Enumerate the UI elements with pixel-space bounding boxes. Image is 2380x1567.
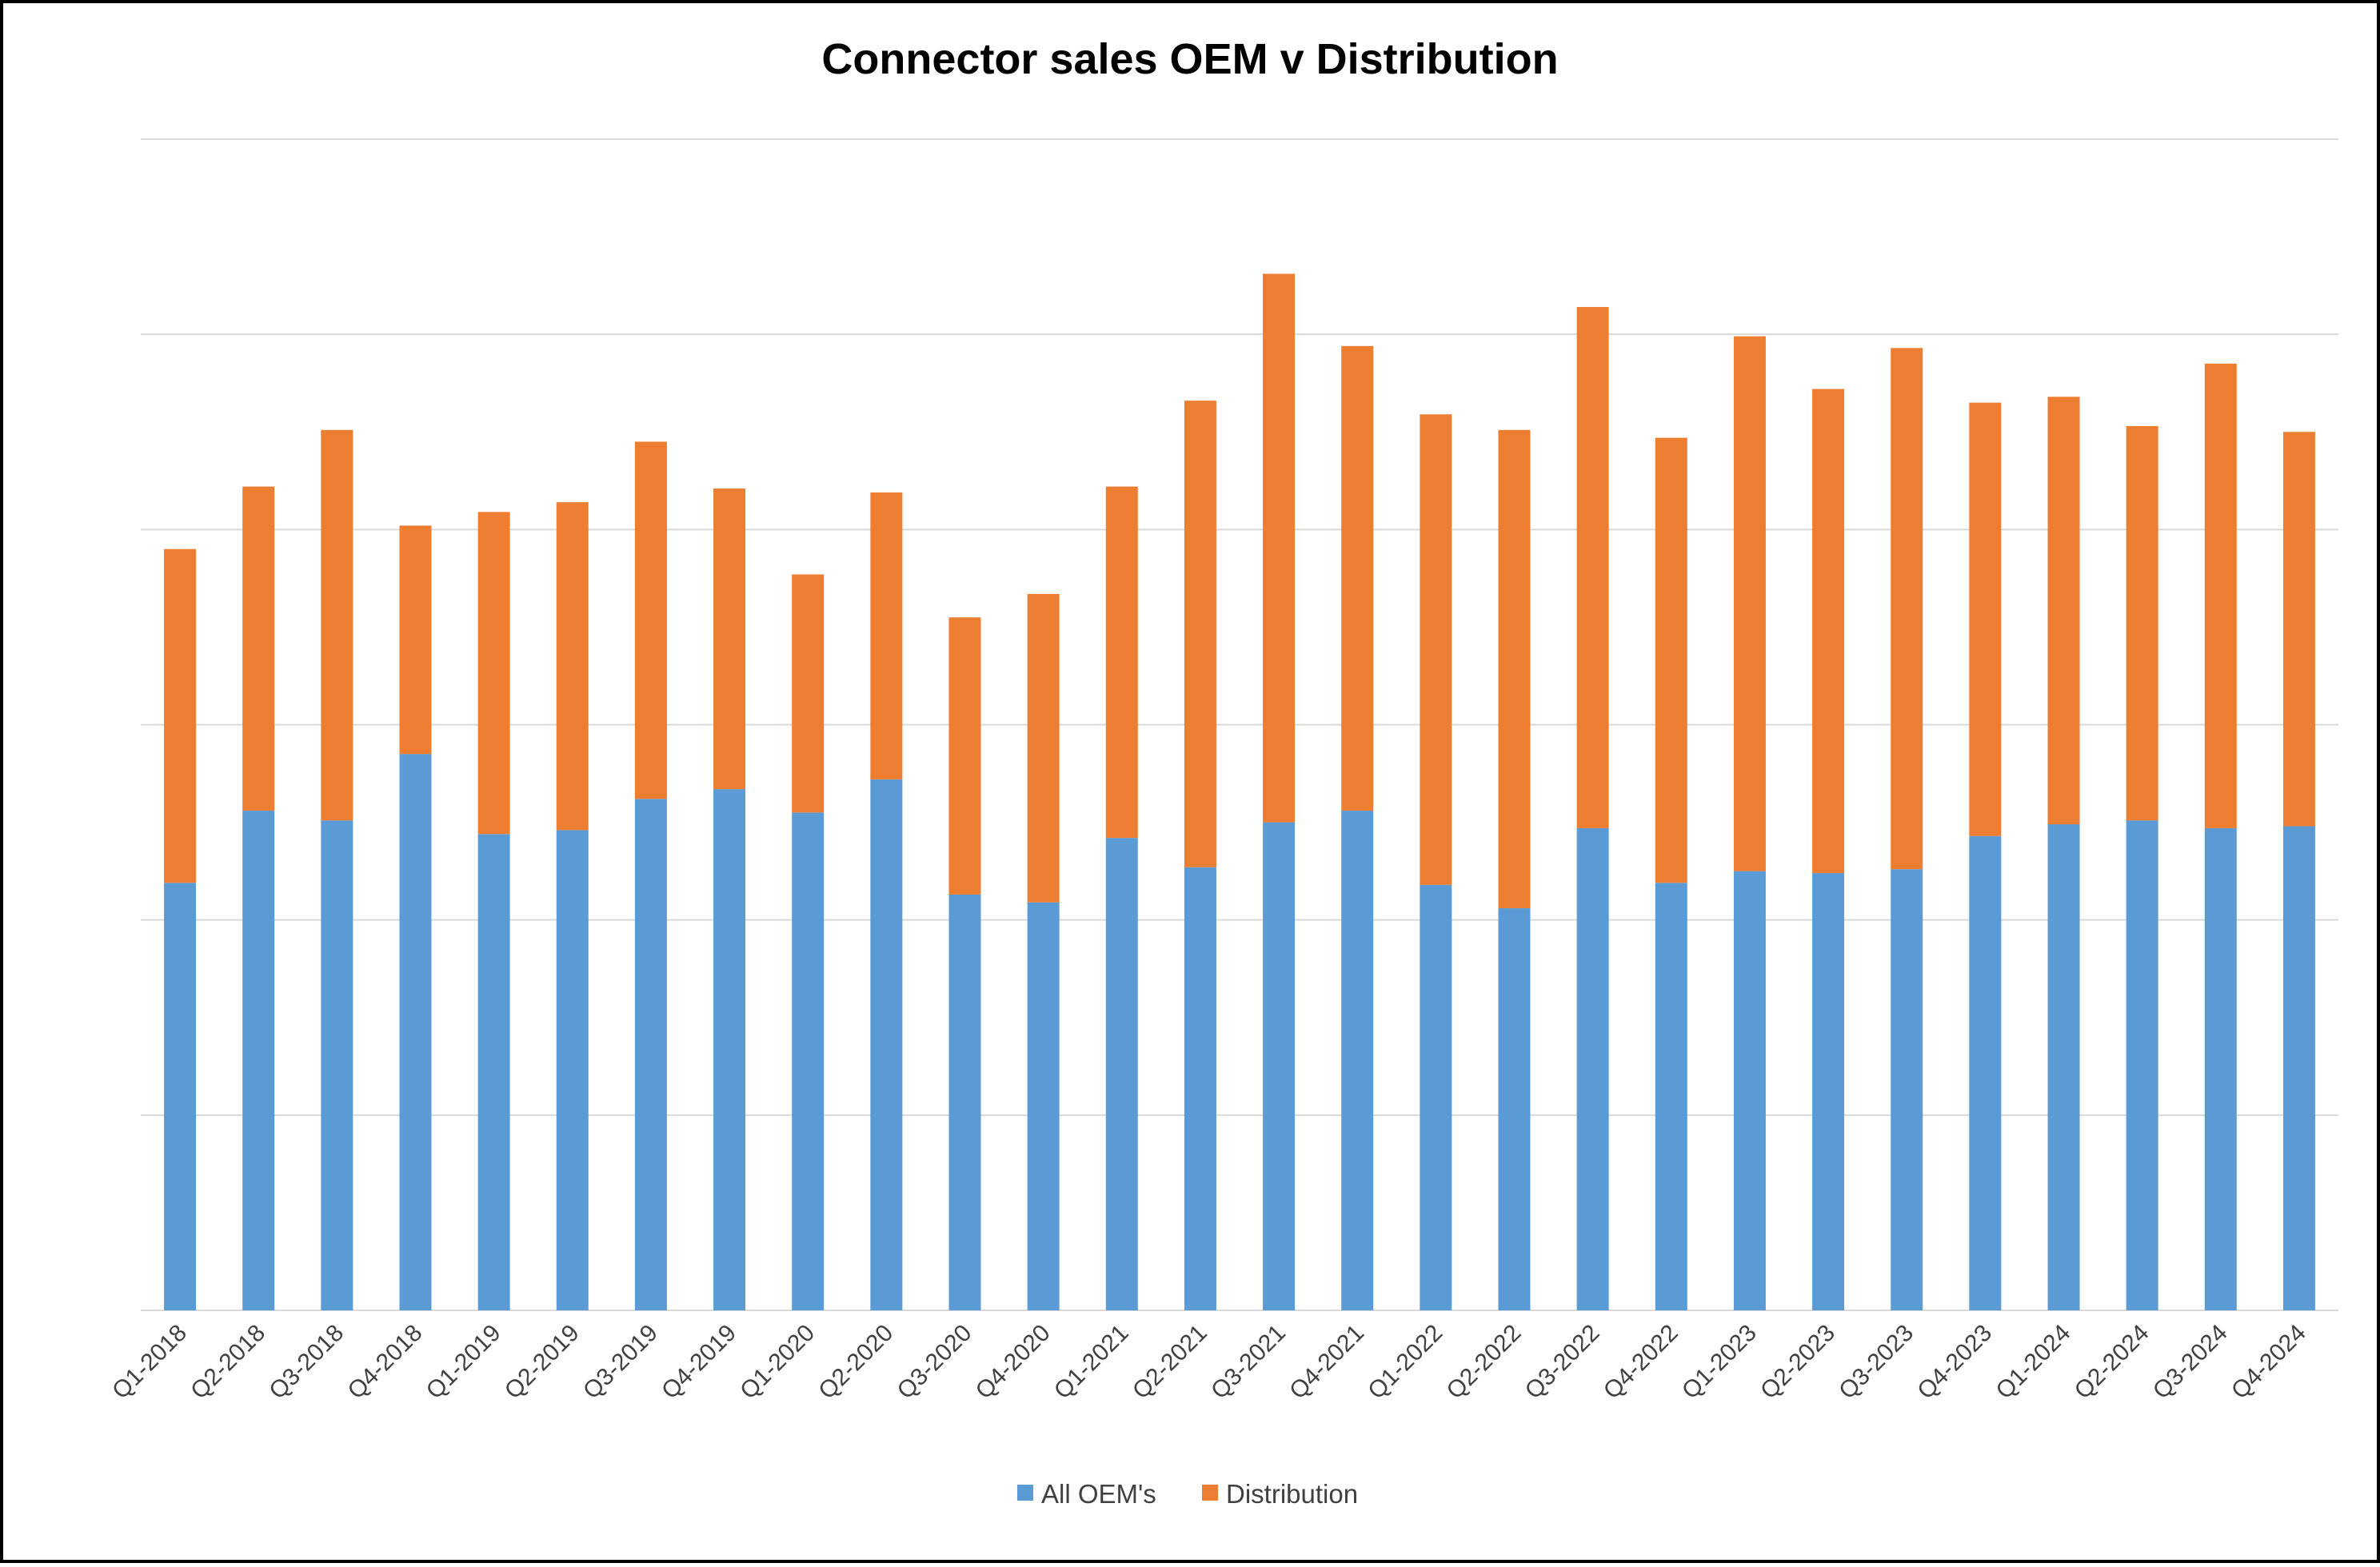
bar-distribution — [2126, 425, 2158, 821]
bar-distribution — [321, 429, 353, 821]
bar-all-oems — [321, 820, 353, 1310]
bar-distribution — [2204, 363, 2237, 828]
bar-all-oems — [1263, 822, 1296, 1310]
bar-distribution — [1969, 402, 2002, 836]
bar-all-oems — [713, 789, 746, 1310]
legend-swatch-all-oems — [1017, 1485, 1033, 1501]
bar-all-oems — [1105, 838, 1138, 1310]
bars — [164, 273, 2315, 1310]
bar-all-oems — [2047, 824, 2080, 1310]
bar-distribution — [713, 488, 746, 790]
bar-distribution — [1891, 348, 1923, 870]
bar-all-oems — [1969, 835, 2002, 1310]
bar-all-oems — [1420, 884, 1452, 1310]
bar-all-oems — [1341, 810, 1374, 1310]
bar-distribution — [1341, 345, 1374, 811]
bar-all-oems — [634, 799, 667, 1310]
bar-distribution — [792, 574, 825, 813]
bar-distribution — [948, 617, 981, 895]
bar-distribution — [1263, 273, 1296, 823]
bar-all-oems — [1733, 871, 1766, 1310]
bar-all-oems — [164, 883, 197, 1310]
bar-all-oems — [1498, 908, 1531, 1310]
bar-all-oems — [1027, 902, 1060, 1310]
bar-all-oems — [948, 894, 981, 1310]
bar-distribution — [1420, 414, 1452, 885]
bar-all-oems — [477, 834, 510, 1310]
legend: All OEM's Distribution — [1017, 1479, 1358, 1509]
bar-distribution — [2047, 397, 2080, 825]
bar-all-oems — [556, 830, 589, 1310]
bar-distribution — [1027, 593, 1060, 903]
bar-distribution — [2282, 432, 2315, 827]
bar-distribution — [1184, 401, 1216, 867]
bar-all-oems — [399, 754, 432, 1310]
bar-distribution — [1576, 306, 1609, 828]
bar-all-oems — [1576, 827, 1609, 1310]
bar-all-oems — [2126, 820, 2158, 1310]
bar-distribution — [634, 441, 667, 799]
bar-all-oems — [1891, 869, 1923, 1310]
bar-distribution — [556, 502, 589, 831]
bar-distribution — [477, 512, 510, 835]
bar-distribution — [870, 492, 903, 780]
bar-distribution — [1498, 429, 1531, 909]
bar-all-oems — [1655, 883, 1687, 1310]
legend-swatch-distribution — [1202, 1485, 1218, 1501]
bar-all-oems — [2282, 826, 2315, 1310]
bar-all-oems — [2204, 827, 2237, 1310]
bar-distribution — [399, 525, 432, 755]
bar-distribution — [1105, 486, 1138, 839]
bar-distribution — [1655, 437, 1687, 883]
bar-all-oems — [1184, 867, 1216, 1310]
bar-distribution — [1733, 336, 1766, 871]
bar-all-oems — [792, 812, 825, 1310]
bar-all-oems — [242, 810, 275, 1310]
legend-label-all-oems: All OEM's — [1041, 1479, 1156, 1509]
bar-all-oems — [1812, 873, 1845, 1310]
bar-distribution — [242, 486, 275, 811]
bar-distribution — [164, 548, 197, 883]
bar-all-oems — [870, 779, 903, 1310]
chart-title: Connector sales OEM v Distribution — [821, 35, 1558, 83]
legend-label-distribution: Distribution — [1226, 1479, 1358, 1509]
bar-distribution — [1812, 389, 1845, 874]
